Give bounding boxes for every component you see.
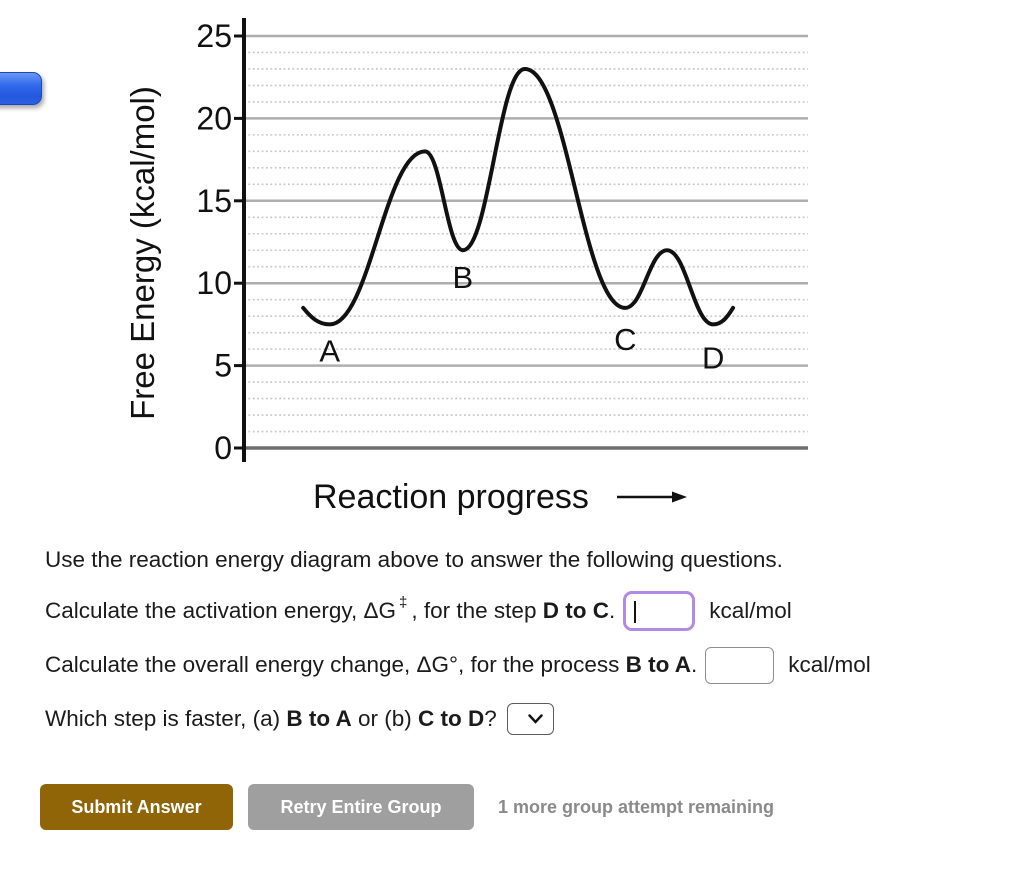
species-labels: A B C D [319,260,724,375]
q2-period: . [691,652,698,677]
point-label-a: A [319,333,340,368]
q1-text-before: Calculate the activation energy, ΔG [45,598,397,623]
overall-energy-input-wrapper [705,646,799,709]
svg-text:0: 0 [214,430,232,466]
text-cursor [634,601,637,623]
q3-text-mid: or (b) [351,706,418,731]
svg-text:20: 20 [196,100,232,136]
faster-step-select[interactable] [506,703,554,735]
q1-text-mid: , for the step [411,598,543,623]
attempts-remaining-note: 1 more group attempt remaining [498,796,775,817]
energy-diagram-svg: 0 5 10 15 20 25 A B C D Free Energy (kcal/mol) R… [124,18,808,516]
q2-text-before: Calculate the overall energy change, ΔG°… [45,652,626,677]
answer-actions: Submit Answer Retry Entire Group 1 more … [40,784,774,830]
point-label-d: D [702,340,724,375]
overall-energy-input[interactable] [731,673,799,709]
major-gridlines [244,34,808,450]
y-axis-title: Free Energy (kcal/mol) [130,86,161,420]
x-axis-arrow-icon [617,491,687,503]
y-axis-tick-labels: 0 5 10 15 20 25 [196,18,232,466]
reaction-energy-diagram: 0 5 10 15 20 25 A B C D Free Energy (kcal/mol) R… [124,10,820,530]
svg-text:15: 15 [196,183,232,219]
q2-step: B to A [625,652,691,677]
q2-unit: kcal/mol [788,652,871,677]
question-activation-energy: Calculate the activation energy, ΔG ‡, fo… [45,590,792,654]
svg-text:25: 25 [196,18,232,54]
question-overall-energy: Calculate the overall energy change, ΔG°… [45,644,871,709]
question-intro: Use the reaction energy diagram above to… [45,547,783,572]
double-dagger-symbol: ‡ [399,593,408,611]
q3-text-before: Which step is faster, (a) [45,706,287,731]
q3-question-mark: ? [484,706,497,731]
retry-entire-group-button[interactable]: Retry Entire Group [248,784,474,830]
point-label-b: B [452,260,473,295]
question-faster-step: Which step is faster, (a) B to A or (b) … [45,698,554,740]
svg-text:5: 5 [214,348,232,384]
x-axis-title: Reaction progress [313,478,589,516]
edge-peek-button[interactable] [0,72,42,105]
q1-unit: kcal/mol [709,598,792,623]
energy-curve [301,66,735,327]
point-label-c: C [614,322,636,357]
q1-period: . [608,598,616,623]
q3-option-a: B to A [286,706,352,731]
q1-step: D to C [542,598,609,623]
q3-option-b: C to D [418,706,485,731]
chevron-down-icon [528,714,543,724]
activation-energy-input-wrapper [623,591,718,654]
svg-text:10: 10 [196,265,232,301]
submit-answer-button[interactable]: Submit Answer [40,784,233,830]
